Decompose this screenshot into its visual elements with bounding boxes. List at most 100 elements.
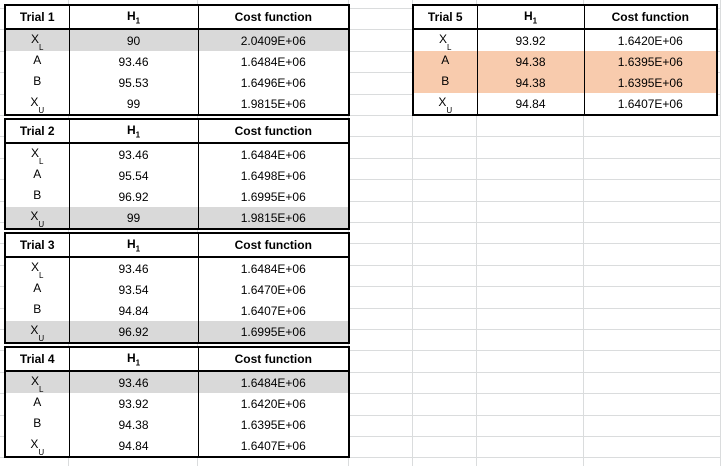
h1-cell[interactable]: 95.53 [68, 72, 199, 93]
h1-cell[interactable]: 99 [68, 207, 199, 230]
row-label-cell[interactable]: A [4, 165, 70, 186]
h1-cell[interactable]: 93.46 [68, 51, 199, 72]
h1-cell[interactable]: 94.84 [476, 93, 585, 116]
cost-cell[interactable]: 1.6420E+06 [583, 29, 718, 51]
h1-cell[interactable]: 95.54 [68, 165, 199, 186]
row-label-cell[interactable]: XU [4, 435, 70, 458]
table-row: XL 93.46 1.6484E+06 [4, 143, 350, 165]
cost-cell[interactable]: 2.0409E+06 [197, 29, 350, 51]
trial-title: Trial 1 [4, 4, 70, 30]
cost-cell[interactable]: 1.6496E+06 [197, 72, 350, 93]
h1-header: H1 [476, 4, 585, 30]
cost-cell[interactable]: 1.6407E+06 [583, 93, 718, 116]
cost-function-header: Cost function [197, 118, 350, 144]
h1-cell[interactable]: 90 [68, 29, 199, 51]
table-row: XU 99 1.9815E+06 [4, 207, 350, 230]
h1-cell[interactable]: 94.84 [68, 435, 199, 458]
h1-cell[interactable]: 93.92 [476, 29, 585, 51]
trial-title: Trial 2 [4, 118, 70, 144]
h1-cell[interactable]: 93.46 [68, 257, 199, 279]
h1-cell[interactable]: 93.46 [68, 143, 199, 165]
h1-cell[interactable]: 93.46 [68, 371, 199, 393]
cost-cell[interactable]: 1.6498E+06 [197, 165, 350, 186]
table-row: XU 94.84 1.6407E+06 [4, 435, 350, 458]
h1-cell[interactable]: 93.92 [68, 393, 199, 414]
h1-cell[interactable]: 99 [68, 93, 199, 116]
row-label-cell[interactable]: XU [4, 207, 70, 230]
table-row: XU 99 1.9815E+06 [4, 93, 350, 116]
table-row: XL 93.46 1.6484E+06 [4, 257, 350, 279]
row-label-cell[interactable]: B [4, 186, 70, 207]
h1-cell[interactable]: 94.84 [68, 300, 199, 321]
row-label-cell[interactable]: XU [4, 321, 70, 344]
table-row: A 93.46 1.6484E+06 [4, 51, 350, 72]
table-row: A 94.38 1.6395E+06 [412, 51, 718, 72]
row-label-cell[interactable]: A [4, 279, 70, 300]
cost-cell[interactable]: 1.6420E+06 [197, 393, 350, 414]
h1-header: H1 [68, 118, 199, 144]
trial-title: Trial 5 [412, 4, 478, 30]
table-row: XU 96.92 1.6995E+06 [4, 321, 350, 344]
h1-cell[interactable]: 94.38 [476, 72, 585, 93]
cost-function-header: Cost function [197, 346, 350, 372]
cost-cell[interactable]: 1.6995E+06 [197, 321, 350, 344]
row-label-cell[interactable]: XU [4, 93, 70, 116]
cost-cell[interactable]: 1.9815E+06 [197, 93, 350, 116]
trial-5-table: Trial 5 H1 Cost function XL 93.92 1.6420… [412, 4, 718, 116]
cost-cell[interactable]: 1.6484E+06 [197, 143, 350, 165]
h1-cell[interactable]: 93.54 [68, 279, 199, 300]
table-row: A 93.92 1.6420E+06 [4, 393, 350, 414]
row-label-cell[interactable]: B [4, 414, 70, 435]
cost-function-header: Cost function [197, 232, 350, 258]
trial-1-table: Trial 1 H1 Cost function XL 90 2.0409E+0… [4, 4, 350, 116]
cost-cell[interactable]: 1.6484E+06 [197, 371, 350, 393]
table-row: A 95.54 1.6498E+06 [4, 165, 350, 186]
row-label-cell[interactable]: XU [412, 93, 478, 116]
cost-cell[interactable]: 1.6470E+06 [197, 279, 350, 300]
h1-header: H1 [68, 4, 199, 30]
table-row: XL 90 2.0409E+06 [4, 29, 350, 51]
h1-cell[interactable]: 94.38 [68, 414, 199, 435]
row-label-cell[interactable]: A [4, 51, 70, 72]
row-label-cell[interactable]: B [4, 72, 70, 93]
trial-title: Trial 3 [4, 232, 70, 258]
table-row: XU 94.84 1.6407E+06 [412, 93, 718, 116]
trial-title: Trial 4 [4, 346, 70, 372]
row-label-cell[interactable]: XL [4, 143, 70, 165]
cost-function-header: Cost function [583, 4, 718, 30]
table-row: B 94.84 1.6407E+06 [4, 300, 350, 321]
row-label-cell[interactable]: A [412, 51, 478, 72]
h1-header: H1 [68, 346, 199, 372]
h1-cell[interactable]: 96.92 [68, 186, 199, 207]
cost-cell[interactable]: 1.6407E+06 [197, 435, 350, 458]
table-row: B 95.53 1.6496E+06 [4, 72, 350, 93]
cost-cell[interactable]: 1.6395E+06 [583, 72, 718, 93]
trial-3-table: Trial 3 H1 Cost function XL 93.46 1.6484… [4, 232, 350, 344]
cost-cell[interactable]: 1.6395E+06 [197, 414, 350, 435]
table-row: XL 93.46 1.6484E+06 [4, 371, 350, 393]
row-label-cell[interactable]: XL [412, 29, 478, 51]
table-row: B 96.92 1.6995E+06 [4, 186, 350, 207]
cost-cell[interactable]: 1.6484E+06 [197, 257, 350, 279]
cost-cell[interactable]: 1.9815E+06 [197, 207, 350, 230]
h1-cell[interactable]: 96.92 [68, 321, 199, 344]
cost-cell[interactable]: 1.6484E+06 [197, 51, 350, 72]
row-label-cell[interactable]: XL [4, 257, 70, 279]
row-label-cell[interactable]: B [412, 72, 478, 93]
table-row: A 93.54 1.6470E+06 [4, 279, 350, 300]
cost-cell[interactable]: 1.6995E+06 [197, 186, 350, 207]
h1-header: H1 [68, 232, 199, 258]
cost-cell[interactable]: 1.6395E+06 [583, 51, 718, 72]
row-label-cell[interactable]: XL [4, 371, 70, 393]
row-label-cell[interactable]: XL [4, 29, 70, 51]
table-row: XL 93.92 1.6420E+06 [412, 29, 718, 51]
h1-cell[interactable]: 94.38 [476, 51, 585, 72]
cost-cell[interactable]: 1.6407E+06 [197, 300, 350, 321]
table-row: B 94.38 1.6395E+06 [412, 72, 718, 93]
trial-4-table: Trial 4 H1 Cost function XL 93.46 1.6484… [4, 346, 350, 458]
table-row: B 94.38 1.6395E+06 [4, 414, 350, 435]
row-label-cell[interactable]: A [4, 393, 70, 414]
trial-2-table: Trial 2 H1 Cost function XL 93.46 1.6484… [4, 118, 350, 230]
cost-function-header: Cost function [197, 4, 350, 30]
row-label-cell[interactable]: B [4, 300, 70, 321]
